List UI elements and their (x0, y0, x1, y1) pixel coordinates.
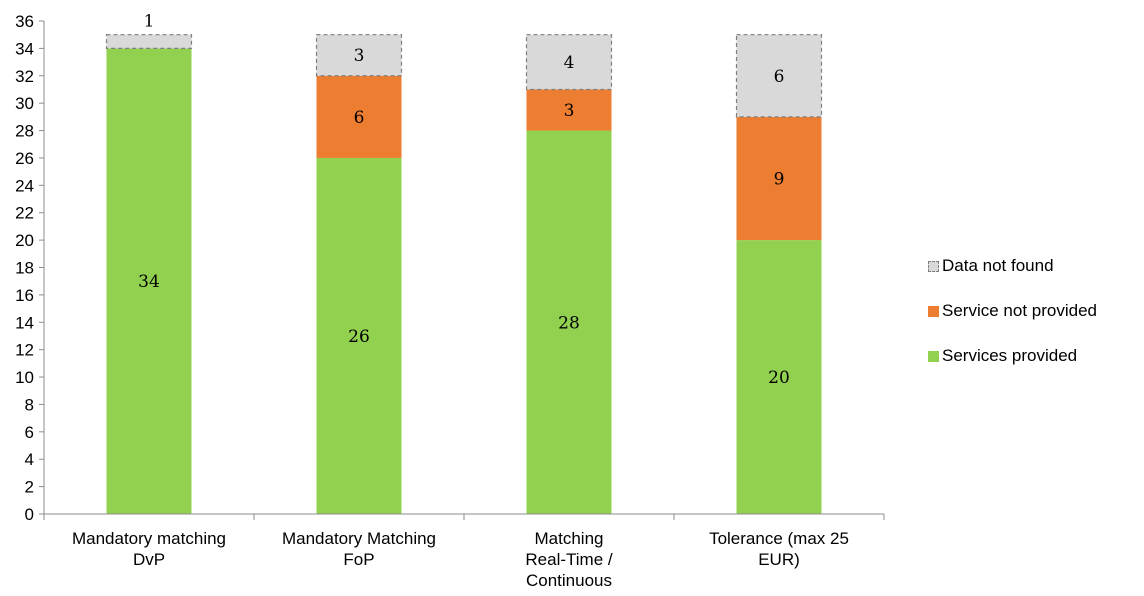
y-tick-label: 32 (15, 67, 34, 86)
data-label: 34 (138, 272, 160, 292)
bar-segment-services-provided (736, 240, 822, 514)
data-label: 20 (768, 368, 790, 388)
data-label: 9 (774, 169, 785, 189)
y-tick-label: 22 (15, 204, 34, 223)
legend-swatch (928, 305, 939, 317)
y-tick-label: 26 (15, 149, 34, 168)
x-category-label: Matching Real-Time / Continuous (525, 529, 612, 590)
bar-segment-services-provided (316, 157, 402, 514)
x-axis: Mandatory matching DvP Mandatory Matching F… (43, 513, 885, 590)
legend-swatch (928, 260, 939, 272)
y-tick-label: 14 (15, 313, 34, 332)
bar-segment-data-not-found (735, 34, 823, 118)
legend-label: Service not provided (942, 301, 1097, 320)
data-label: 3 (564, 101, 575, 121)
x-category-label: Tolerance (max 25 EUR) (709, 529, 849, 569)
legend-label: Services provided (942, 346, 1078, 365)
bar-segment-service-not-provided (736, 116, 822, 241)
y-tick-label: 18 (15, 259, 34, 278)
y-tick-label: 16 (15, 286, 34, 305)
legend-label: Data not found (942, 256, 1054, 275)
legend-item: Services provided (928, 345, 1097, 367)
bar-segment-services-provided (526, 130, 612, 515)
legend-item: Service not provided (928, 300, 1097, 322)
data-label: 6 (774, 67, 785, 87)
legend-item: Data not found (928, 255, 1097, 277)
bar-segment-service-not-provided (526, 89, 612, 131)
data-label: 26 (348, 327, 370, 347)
bars (105, 34, 823, 515)
y-tick-label: 30 (15, 94, 34, 113)
legend: Data not found Service not provided Servic… (928, 255, 1097, 390)
y-tick-label: 8 (25, 395, 34, 414)
y-tick-label: 10 (15, 368, 34, 387)
y-tick-label: 24 (15, 176, 34, 195)
bar-segment-data-not-found (525, 34, 613, 91)
y-tick-label: 0 (25, 505, 34, 524)
bar-segment-data-not-found (105, 34, 193, 49)
y-tick-label: 2 (25, 478, 34, 497)
bar-segment-service-not-provided (316, 75, 402, 158)
data-label: 28 (558, 313, 580, 333)
y-tick-label: 36 (15, 12, 34, 31)
y-tick-label: 6 (25, 423, 34, 442)
bar-segment-services-provided (106, 48, 192, 515)
data-label: 1 (144, 12, 155, 32)
bar-segment-data-not-found (315, 34, 403, 77)
y-tick-label: 12 (15, 341, 34, 360)
y-tick-label: 4 (25, 450, 34, 469)
legend-swatch (928, 350, 939, 362)
data-label: 6 (354, 108, 365, 128)
data-label: 4 (564, 53, 575, 73)
y-tick-label: 20 (15, 231, 34, 250)
y-tick-label: 28 (15, 122, 34, 141)
x-category-label: Mandatory matching DvP (72, 529, 226, 569)
x-category-label: Mandatory Matching FoP (282, 529, 436, 569)
data-label: 3 (354, 46, 365, 66)
y-tick-label: 34 (15, 39, 34, 58)
